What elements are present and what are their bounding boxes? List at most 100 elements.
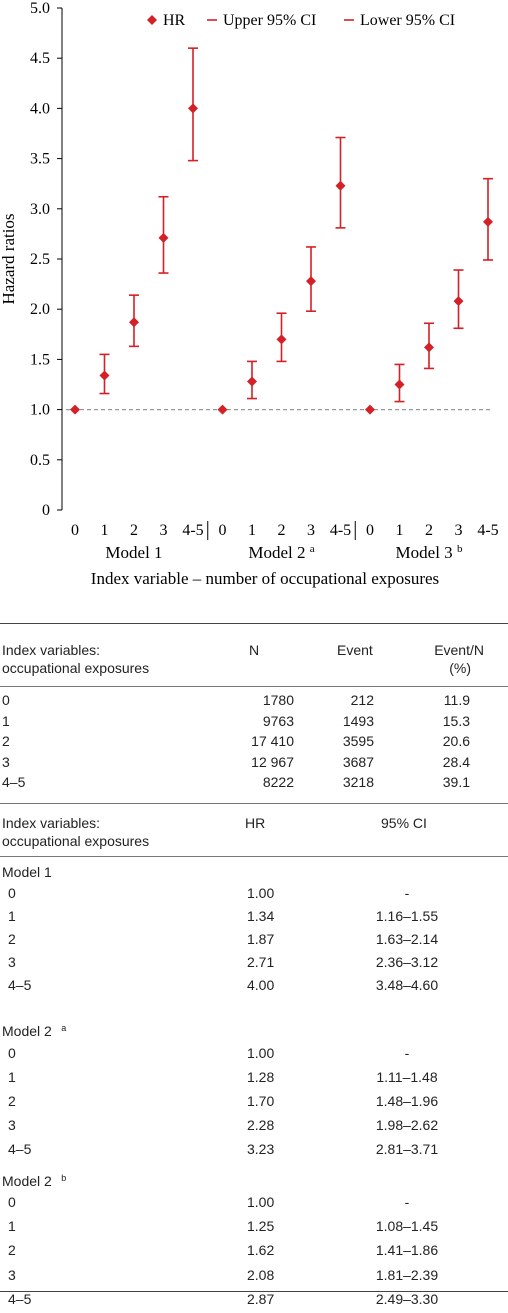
x-tick-label: 3 (455, 522, 463, 539)
row-label: 2 (8, 1242, 16, 1259)
hr-marker (70, 404, 80, 415)
header-label-2: occupational exposures (2, 660, 150, 676)
row-label: 1 (2, 712, 10, 729)
row-ci: 2.81–3.71 (375, 1141, 439, 1157)
header-n: N (249, 642, 260, 658)
x-tick-label: 3 (160, 522, 168, 539)
table2-header-2: occupational exposures (0, 833, 508, 855)
model-group-title: Model 2 a (0, 1023, 508, 1045)
row-label: 0 (8, 885, 16, 901)
row-pct: 11.9 (443, 692, 470, 708)
row-hr: 1.00 (247, 1045, 275, 1061)
table-row: 3 2.08 1.81–2.39 (0, 1267, 508, 1289)
row-hr: 1.25 (247, 1218, 275, 1235)
row-ci: 2.49–3.30 (375, 1290, 439, 1307)
row-label: 1 (8, 1218, 16, 1235)
table1-bottom-rule (0, 803, 508, 804)
table-row: 0 1780 212 11.9 (0, 692, 508, 714)
row-ci: - (404, 1045, 410, 1061)
row-label: 1 (8, 908, 16, 924)
hr-marker (335, 180, 346, 191)
model-sup-wrap: a (61, 1023, 66, 1040)
y-tick-label: 3.5 (30, 151, 50, 168)
row-label: 3 (8, 954, 16, 970)
row-hr: 2.87 (247, 1290, 275, 1307)
table-row: 4–5 3.23 2.81–3.71 (0, 1141, 508, 1163)
row-hr: 1.62 (247, 1242, 275, 1259)
y-tick-label: 0.5 (30, 452, 50, 469)
row-label: 0 (8, 1045, 16, 1061)
row-ci: 1.08–1.45 (375, 1218, 439, 1235)
x-axis-label: Index variable – number of occupational … (91, 569, 439, 588)
row-label: 3 (8, 1266, 16, 1283)
row-hr: 1.00 (247, 885, 275, 901)
y-tick-label: 1.0 (30, 402, 50, 419)
y-tick-label: 5.0 (30, 0, 50, 17)
row-label: 2 (8, 931, 16, 947)
row-label: 3 (2, 753, 10, 770)
hr-marker (365, 404, 375, 415)
x-tick-label: 0 (366, 522, 374, 539)
y-tick-label: 4.5 (30, 50, 50, 67)
row-label: 4–5 (2, 774, 26, 790)
table-row: 2 17 410 3595 20.6 (0, 733, 508, 755)
row-event: 3595 (342, 733, 374, 749)
x-tick-label: 1 (101, 522, 109, 539)
y-tick-label: 2.0 (30, 301, 50, 318)
hr-marker (158, 232, 169, 243)
hr-marker (276, 334, 287, 345)
table-row: 0 1.00 - (0, 1045, 508, 1067)
model-title: Model 1 (2, 864, 52, 880)
row-event: 3687 (342, 753, 374, 770)
row-ci: 1.63–2.14 (375, 931, 439, 947)
model-group-title: Model 1 (0, 864, 508, 886)
hr-marker (453, 296, 464, 307)
x-tick-label: 0 (71, 522, 79, 539)
row-label: 2 (2, 733, 10, 749)
table-row: 2 1.70 1.48–1.96 (0, 1093, 508, 1115)
model-title-superscript: a (61, 1023, 67, 1033)
table1-top-rule (0, 623, 508, 624)
row-hr: 2.28 (247, 1117, 275, 1133)
model-group-title: Model 2 b (0, 1173, 508, 1195)
row-ci: 2.36–3.12 (375, 954, 439, 970)
row-label: 0 (2, 692, 10, 708)
group-label: Model 3 b (396, 543, 463, 562)
row-hr: 2.08 (247, 1266, 275, 1283)
table-row: 1 1.28 1.11–1.48 (0, 1069, 508, 1091)
group-label: Model 1 (105, 543, 162, 562)
hr-marker (99, 370, 110, 381)
row-hr: 2.71 (247, 954, 275, 970)
table-row: 3 2.71 2.36–3.12 (0, 954, 508, 976)
model-title: Model 2 (2, 1173, 52, 1189)
y-tick-label: 1.5 (30, 351, 50, 368)
table-row: 3 12 967 3687 28.4 (0, 754, 508, 776)
row-ci: - (404, 1194, 410, 1210)
hr-marker (483, 216, 493, 227)
row-label: 0 (8, 1194, 16, 1210)
table-row: 2 1.62 1.41–1.86 (0, 1242, 508, 1264)
table-row: 0 1.00 - (0, 885, 508, 907)
group-label-superscript: b (457, 543, 463, 555)
table2-bottom-rule (0, 1291, 508, 1292)
header-label: Index variables: (2, 642, 101, 658)
model-title-superscript: b (61, 1173, 67, 1183)
table-row: 4–5 4.00 3.48–4.60 (0, 977, 508, 999)
legend-label: HR (163, 12, 186, 29)
row-event: 3218 (342, 774, 374, 790)
row-ci: 1.16–1.55 (375, 908, 439, 924)
y-tick-label: 0 (42, 502, 50, 519)
y-axis: 0 0.5 1.0 1.5 2.0 2.5 3.0 3.5 4.0 4.5 5.0 (30, 0, 63, 519)
model-title: Model 2 (2, 1023, 52, 1039)
row-pct: 15.3 (442, 712, 470, 729)
table1-header-rule (0, 686, 508, 687)
y-tick-label: 3.0 (30, 201, 50, 218)
row-label: 4–5 (8, 977, 32, 993)
y-axis-label: Hazard ratios (0, 213, 18, 304)
group-label: Model 2 a (248, 543, 314, 562)
table-row: 3 2.28 1.98–2.62 (0, 1117, 508, 1139)
hr-marker (306, 276, 316, 287)
row-pct: 39.1 (442, 774, 470, 790)
table-row: 4–5 8222 3218 39.1 (0, 774, 508, 796)
x-tick-label: 2 (278, 522, 286, 539)
